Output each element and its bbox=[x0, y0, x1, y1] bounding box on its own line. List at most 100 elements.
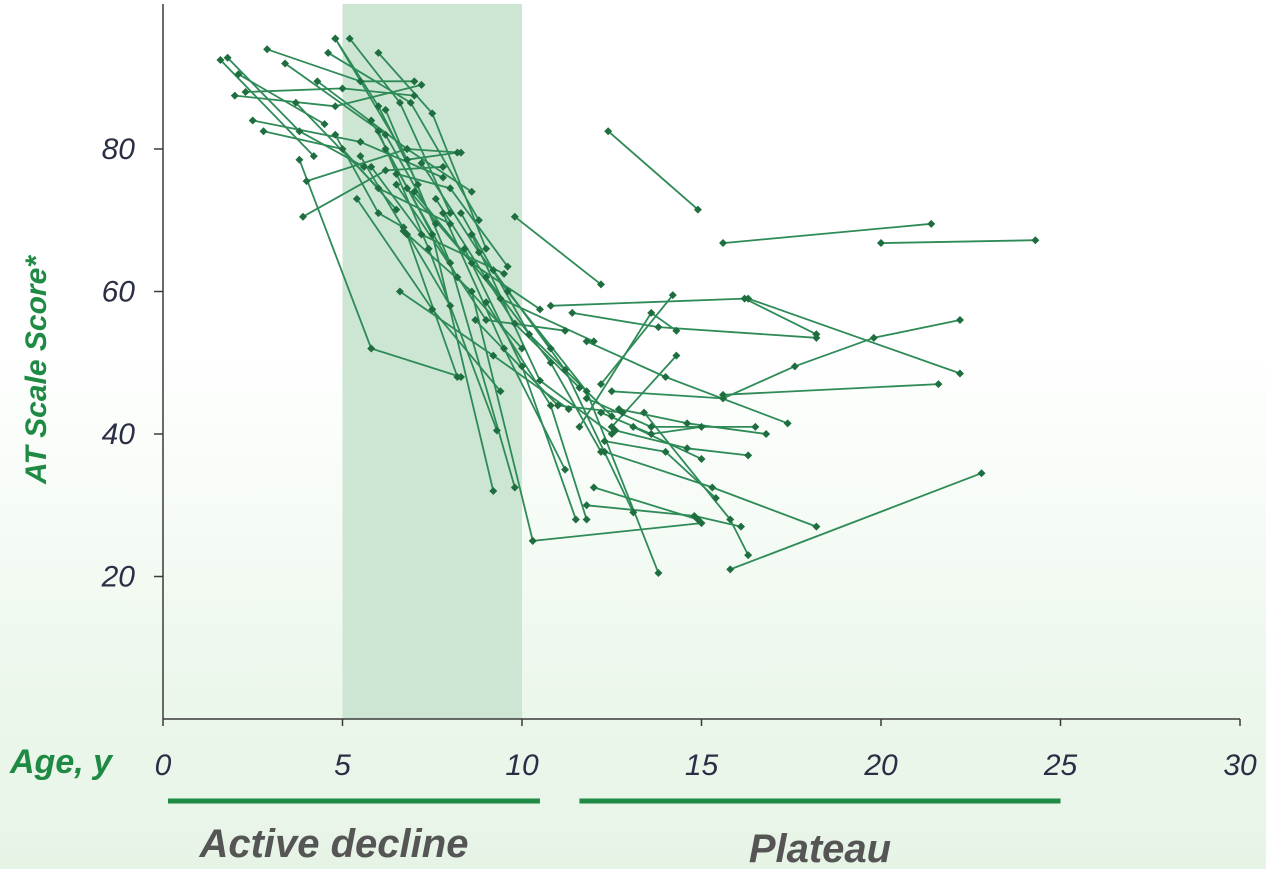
data-point bbox=[489, 351, 498, 360]
data-point bbox=[295, 155, 304, 164]
data-point bbox=[596, 380, 605, 389]
data-point bbox=[535, 305, 544, 314]
data-point bbox=[345, 34, 354, 43]
data-point bbox=[374, 209, 383, 218]
data-point bbox=[607, 412, 616, 421]
data-point bbox=[518, 344, 526, 353]
data-point bbox=[751, 422, 760, 431]
data-point bbox=[456, 209, 465, 218]
data-point bbox=[392, 205, 401, 214]
data-point bbox=[1031, 236, 1040, 245]
data-point bbox=[607, 387, 616, 396]
data-point bbox=[790, 362, 799, 371]
x-tick-label: 15 bbox=[685, 749, 719, 782]
x-tick-label: 10 bbox=[505, 749, 539, 782]
data-point bbox=[356, 77, 365, 86]
data-point bbox=[744, 551, 753, 560]
data-point bbox=[374, 127, 383, 136]
data-point bbox=[575, 422, 584, 431]
data-point bbox=[654, 323, 663, 332]
data-point bbox=[248, 116, 257, 125]
data-point bbox=[410, 91, 419, 100]
data-point bbox=[446, 209, 455, 218]
data-point bbox=[360, 162, 369, 171]
data-point bbox=[467, 230, 476, 239]
data-point bbox=[453, 148, 462, 157]
data-point bbox=[697, 519, 706, 528]
data-point bbox=[467, 287, 476, 296]
data-point bbox=[424, 244, 433, 253]
data-point bbox=[654, 568, 663, 577]
data-point bbox=[600, 447, 609, 456]
data-point bbox=[783, 419, 792, 428]
data-point bbox=[647, 422, 656, 431]
data-point bbox=[331, 130, 340, 139]
series-line-56 bbox=[722, 383, 939, 396]
data-point bbox=[869, 333, 878, 342]
data-point bbox=[381, 130, 390, 139]
data-point bbox=[693, 205, 702, 214]
data-point bbox=[500, 269, 509, 278]
data-point bbox=[367, 162, 376, 171]
data-point bbox=[234, 70, 243, 79]
data-point bbox=[399, 226, 408, 235]
data-point bbox=[546, 401, 555, 410]
series-line-49 bbox=[600, 294, 674, 385]
series-line-18 bbox=[334, 134, 451, 307]
x-axis-label: Age, y bbox=[9, 743, 114, 781]
data-point bbox=[406, 98, 415, 107]
data-point bbox=[331, 34, 340, 43]
data-point bbox=[744, 294, 753, 303]
data-point bbox=[374, 102, 383, 111]
y-tick-label: 80 bbox=[102, 133, 136, 166]
data-point bbox=[711, 494, 720, 503]
data-point bbox=[589, 337, 598, 346]
data-point bbox=[428, 305, 437, 314]
series-line-43 bbox=[514, 215, 602, 286]
data-point bbox=[431, 219, 440, 228]
data-point bbox=[564, 405, 573, 414]
data-point bbox=[428, 230, 437, 239]
data-point bbox=[629, 422, 638, 431]
data-point bbox=[927, 219, 936, 228]
series-line-57 bbox=[747, 297, 961, 375]
data-point bbox=[446, 219, 455, 228]
series-line-55 bbox=[611, 319, 961, 400]
data-point bbox=[291, 98, 300, 107]
data-point bbox=[230, 91, 239, 100]
data-point bbox=[614, 405, 623, 414]
data-point bbox=[374, 184, 383, 193]
data-point bbox=[338, 145, 347, 153]
data-point bbox=[561, 465, 570, 474]
data-point bbox=[471, 316, 480, 324]
data-point bbox=[496, 387, 505, 396]
data-point bbox=[410, 187, 419, 196]
data-point bbox=[955, 369, 964, 378]
data-point bbox=[510, 212, 519, 221]
data-point bbox=[446, 301, 455, 310]
data-point bbox=[403, 145, 412, 153]
data-point bbox=[403, 184, 412, 193]
axes bbox=[154, 4, 1241, 726]
data-point bbox=[439, 209, 448, 218]
data-point bbox=[489, 487, 498, 495]
data-point bbox=[955, 316, 964, 324]
data-point bbox=[877, 239, 885, 248]
y-tick-label: 60 bbox=[102, 276, 136, 309]
data-point bbox=[571, 515, 580, 524]
data-point bbox=[417, 80, 426, 89]
data-point bbox=[661, 447, 670, 456]
markers-group bbox=[216, 34, 1040, 577]
data-point bbox=[500, 344, 509, 353]
data-point bbox=[467, 259, 476, 267]
data-point bbox=[474, 248, 483, 257]
data-point bbox=[381, 145, 390, 153]
series-line-3 bbox=[237, 73, 325, 125]
data-point bbox=[640, 408, 649, 417]
data-point bbox=[596, 408, 605, 417]
data-point bbox=[582, 515, 591, 524]
data-point bbox=[439, 173, 448, 182]
data-point bbox=[518, 362, 526, 371]
data-point bbox=[356, 152, 365, 161]
